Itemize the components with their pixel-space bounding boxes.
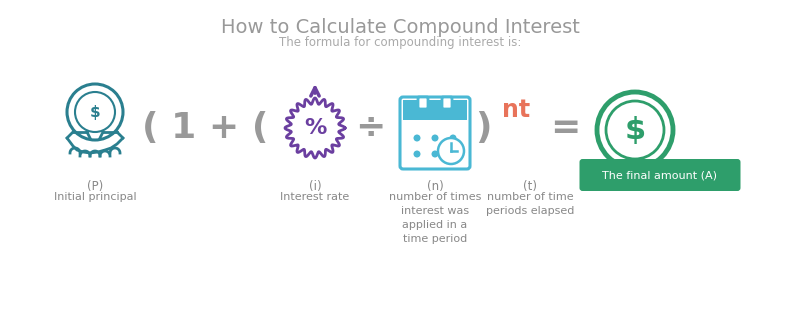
- Text: How to Calculate Compound Interest: How to Calculate Compound Interest: [221, 18, 579, 37]
- Circle shape: [450, 150, 457, 158]
- Text: %: %: [304, 118, 326, 138]
- Text: The final amount (A): The final amount (A): [602, 170, 718, 180]
- Text: Interest rate: Interest rate: [280, 192, 350, 202]
- FancyBboxPatch shape: [579, 159, 741, 191]
- Circle shape: [438, 138, 464, 164]
- FancyBboxPatch shape: [400, 97, 470, 169]
- Text: Initial principal: Initial principal: [54, 192, 136, 202]
- FancyBboxPatch shape: [403, 100, 467, 120]
- Text: $: $: [90, 105, 100, 120]
- Circle shape: [450, 135, 457, 141]
- Text: ): ): [474, 111, 491, 145]
- Text: The formula for compounding interest is:: The formula for compounding interest is:: [279, 36, 521, 49]
- Text: (i): (i): [309, 180, 322, 193]
- Text: (t): (t): [523, 180, 537, 193]
- Text: nt: nt: [502, 98, 530, 122]
- FancyBboxPatch shape: [442, 97, 452, 109]
- Text: ÷: ÷: [355, 111, 385, 145]
- Text: (P): (P): [87, 180, 103, 193]
- Text: ( 1 + (: ( 1 + (: [142, 111, 268, 145]
- Text: number of times
interest was
applied in a
time period: number of times interest was applied in …: [389, 192, 481, 244]
- FancyBboxPatch shape: [418, 97, 428, 109]
- Text: (n): (n): [426, 180, 443, 193]
- Text: =: =: [550, 111, 580, 145]
- Circle shape: [414, 135, 421, 141]
- Circle shape: [414, 150, 421, 158]
- Text: $: $: [624, 115, 646, 145]
- Circle shape: [431, 150, 438, 158]
- Circle shape: [431, 135, 438, 141]
- Text: number of time
periods elapsed: number of time periods elapsed: [486, 192, 574, 216]
